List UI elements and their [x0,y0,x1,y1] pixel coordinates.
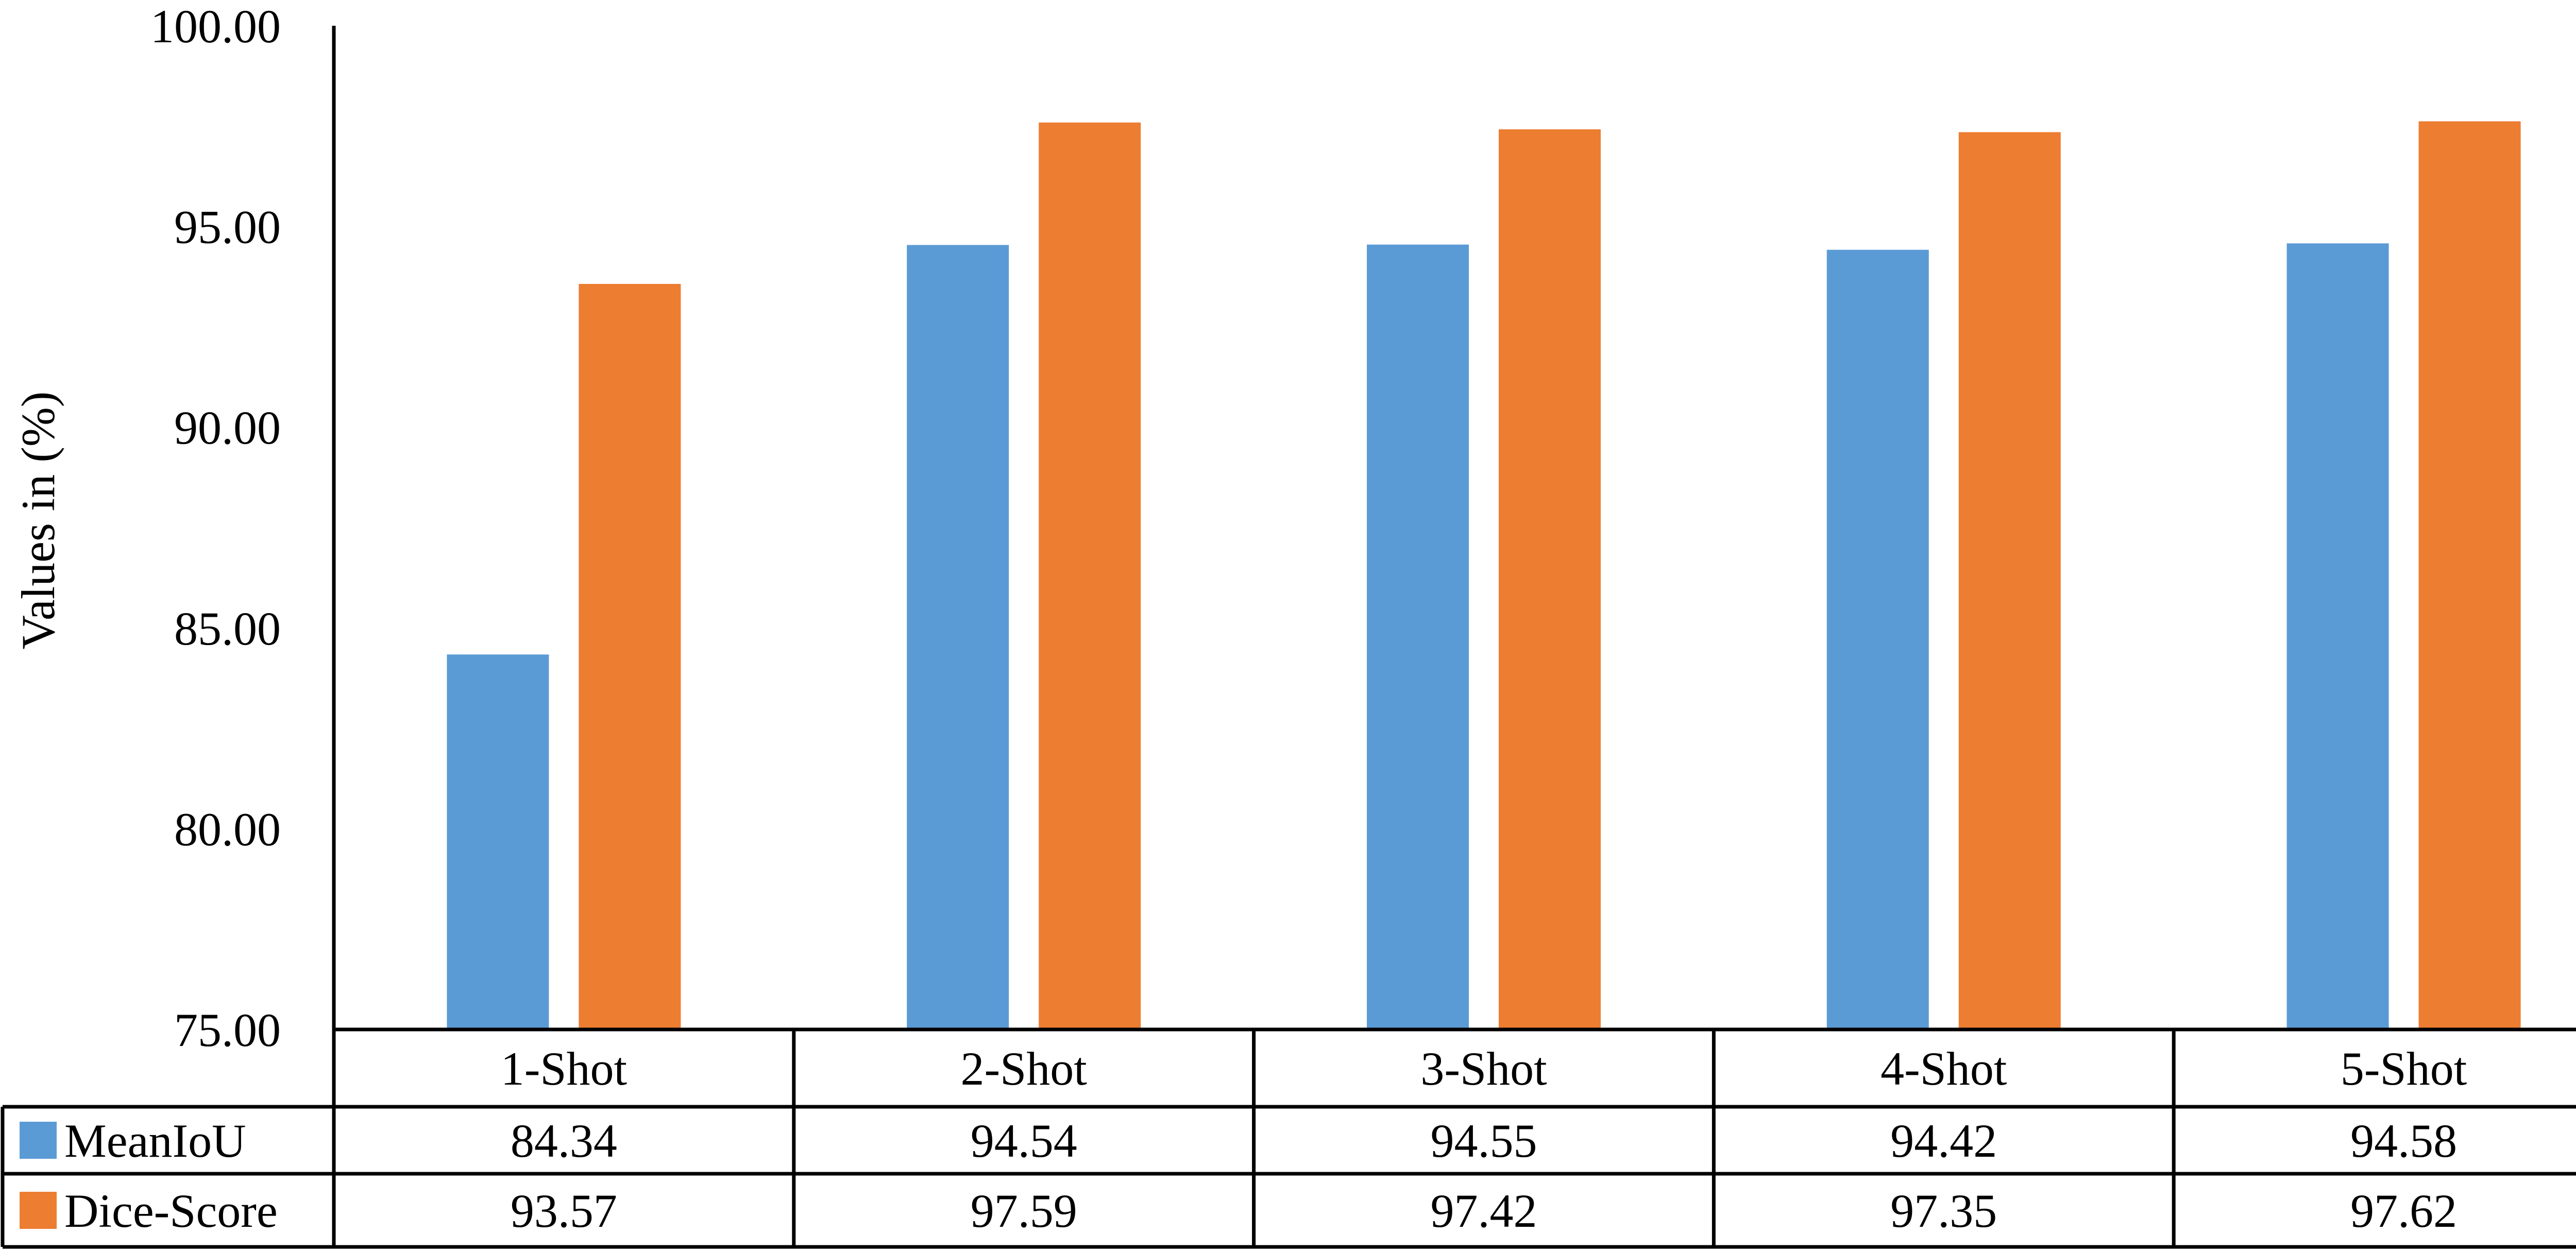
data-label: 97.59 [971,1185,1077,1237]
bar-dice-score-2-shot [1039,122,1141,1029]
data-label: 94.55 [1431,1114,1537,1167]
legend-label: MeanIoU [64,1114,246,1167]
y-tick-label: 100.00 [150,0,281,53]
bar-meaniou-4-shot [1826,249,1929,1030]
y-axis-ticks: 75.00 80.00 85.00 90.00 95.00 100.00 [150,0,281,1056]
y-tick-label: 80.00 [174,803,281,855]
bar-meaniou-2-shot [907,245,1009,1029]
data-label: 97.42 [1431,1185,1537,1237]
data-label: 94.58 [2350,1114,2457,1167]
legend-swatch-dice-score [20,1192,57,1229]
bar-dice-score-1-shot [579,284,681,1029]
data-label: 97.35 [1890,1185,1997,1237]
category-label: 1-Shot [501,1042,628,1095]
category-label: 5-Shot [2341,1042,2467,1095]
data-label: 94.54 [971,1114,1077,1167]
y-tick-label: 90.00 [174,401,281,454]
bar-dice-score-5-shot [2418,121,2521,1030]
bar-meaniou-5-shot [2286,243,2389,1029]
data-label: 93.57 [511,1185,617,1237]
bar-dice-score-3-shot [1499,129,1601,1030]
category-label: 4-Shot [1880,1042,2007,1095]
bar-meaniou-1-shot [447,654,549,1029]
y-tick-label: 95.00 [174,201,281,254]
bars [447,121,2521,1030]
legend-label: Dice-Score [64,1185,278,1237]
data-label: 84.34 [511,1114,617,1167]
category-label: 2-Shot [961,1042,1088,1095]
category-label: 3-Shot [1420,1042,1547,1095]
y-tick-label: 75.00 [174,1004,281,1056]
y-axis-label: Values in (%) [12,392,64,650]
data-label: 94.42 [1890,1114,1997,1167]
y-tick-label: 85.00 [174,602,281,655]
data-label: 97.62 [2350,1185,2457,1237]
bar-meaniou-3-shot [1367,244,1469,1029]
data-table: 1-Shot 2-Shot 3-Shot 4-Shot 5-Shot MeanIoU 84.… [1,1029,2576,1249]
legend-swatch-meaniou [20,1122,57,1159]
bar-dice-score-4-shot [1958,132,2061,1029]
